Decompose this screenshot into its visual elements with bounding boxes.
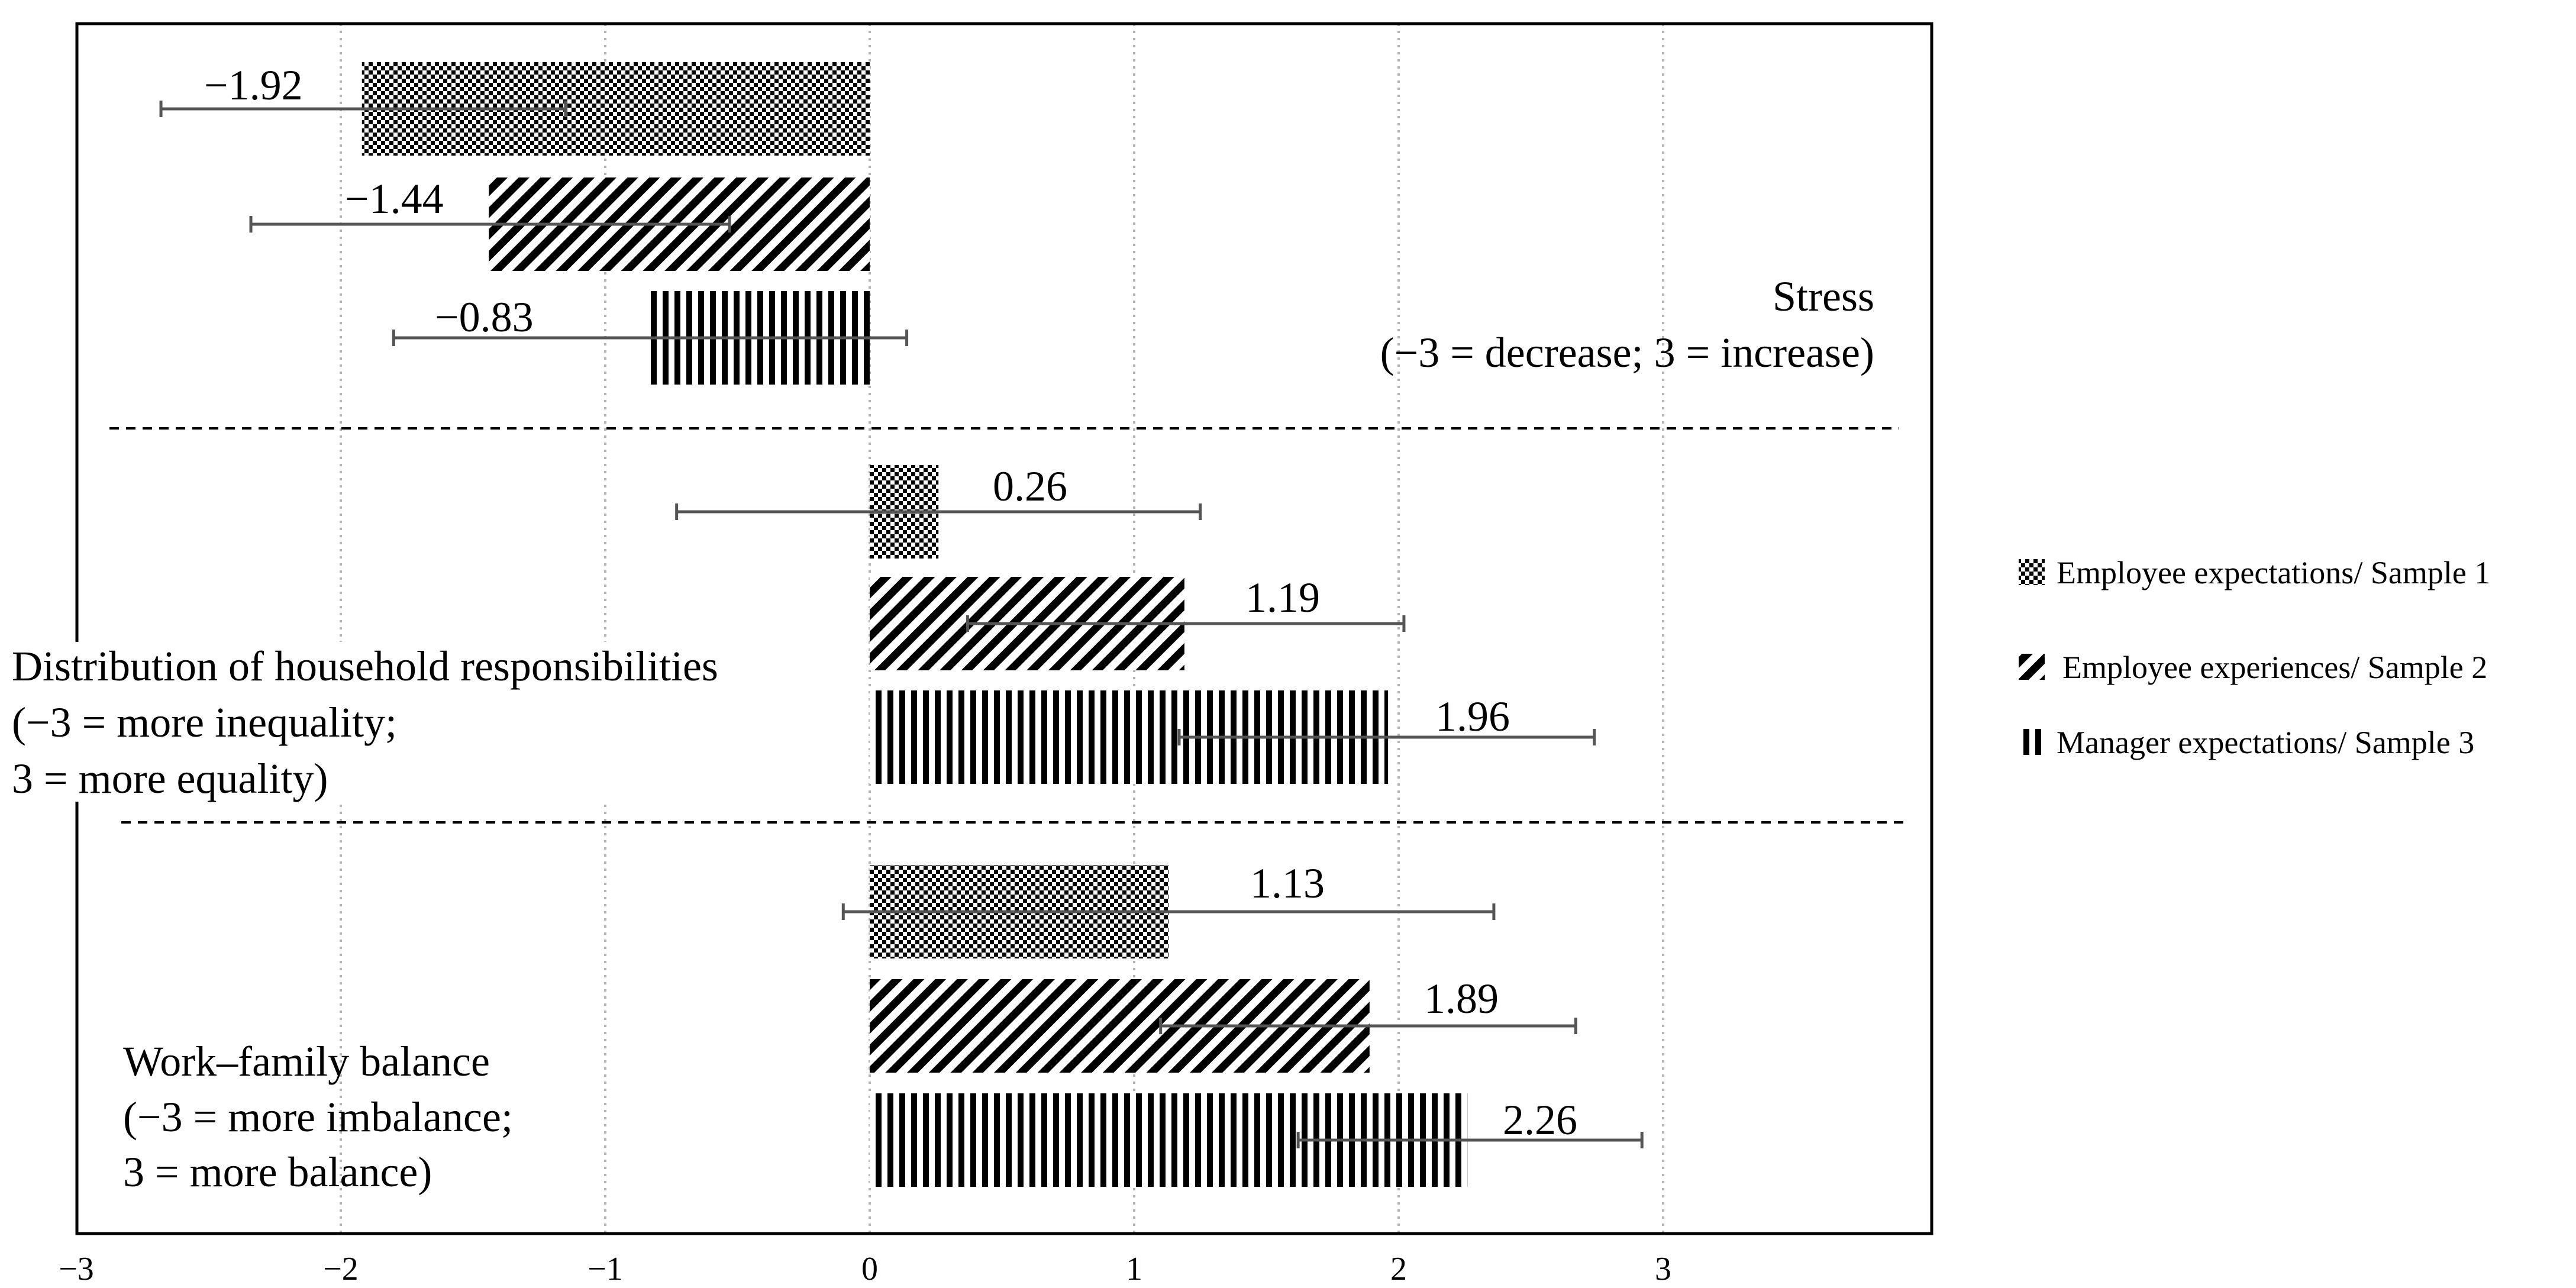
- balance-title: Work–family balance: [123, 1038, 490, 1085]
- balance-scale-line2: 3 = more balance): [123, 1148, 432, 1196]
- value-label: 1.96: [1435, 693, 1510, 740]
- x-tick-label: 2: [1390, 1251, 1407, 1287]
- x-tick-label: −3: [59, 1251, 94, 1287]
- household-scale-line1: (−3 = more inequality;: [12, 699, 397, 746]
- x-tick-label: −2: [323, 1251, 359, 1287]
- household-scale-line2: 3 = more equality): [12, 755, 328, 802]
- legend-swatch-sample-2: [2019, 654, 2045, 680]
- x-tick-label: 3: [1655, 1251, 1671, 1287]
- error-bars: [159, 101, 1644, 1148]
- error-bar: [392, 330, 909, 346]
- error-bar: [841, 903, 1496, 920]
- x-axis: −3 −2 −1 0 1 2 3: [59, 1251, 1671, 1287]
- legend-label-sample-1: Employee expectations/ Sample 1: [2057, 555, 2490, 590]
- legend-swatch-sample-3: [2019, 729, 2045, 755]
- legend: Employee expectations/ Sample 1 Employee…: [2019, 555, 2490, 760]
- value-label: −1.44: [345, 175, 444, 222]
- value-label: −1.92: [204, 62, 303, 109]
- error-bar: [966, 615, 1406, 632]
- x-tick-label: −1: [587, 1251, 623, 1287]
- error-bar: [1159, 1018, 1577, 1034]
- value-label: 1.19: [1245, 574, 1320, 621]
- value-label: 0.26: [993, 463, 1067, 510]
- value-label: 1.13: [1250, 860, 1325, 907]
- error-bar: [159, 101, 567, 117]
- value-label: 1.89: [1424, 975, 1499, 1022]
- household-title: Distribution of household responsibiliti…: [12, 643, 718, 690]
- legend-swatch-sample-1: [2019, 559, 2045, 585]
- annotation-backdrop: [8, 642, 810, 802]
- stress-title: Stress: [1773, 273, 1874, 320]
- error-bar: [1177, 729, 1596, 745]
- error-bar: [675, 503, 1202, 520]
- error-bar: [1296, 1132, 1644, 1148]
- plot-frame: [75, 22, 1933, 1235]
- x-tick-label: 1: [1126, 1251, 1142, 1287]
- value-label: −0.83: [435, 293, 534, 341]
- value-label: 2.26: [1503, 1096, 1577, 1144]
- balance-scale-line1: (−3 = more imbalance;: [123, 1093, 513, 1141]
- legend-label-sample-3: Manager expectations/ Sample 3: [2057, 725, 2474, 760]
- error-bar: [249, 216, 731, 233]
- legend-label-sample-2: Employee experiences/ Sample 2: [2062, 650, 2487, 685]
- x-tick-label: 0: [861, 1251, 878, 1287]
- stress-scale: (−3 = decrease; 3 = increase): [1380, 329, 1874, 376]
